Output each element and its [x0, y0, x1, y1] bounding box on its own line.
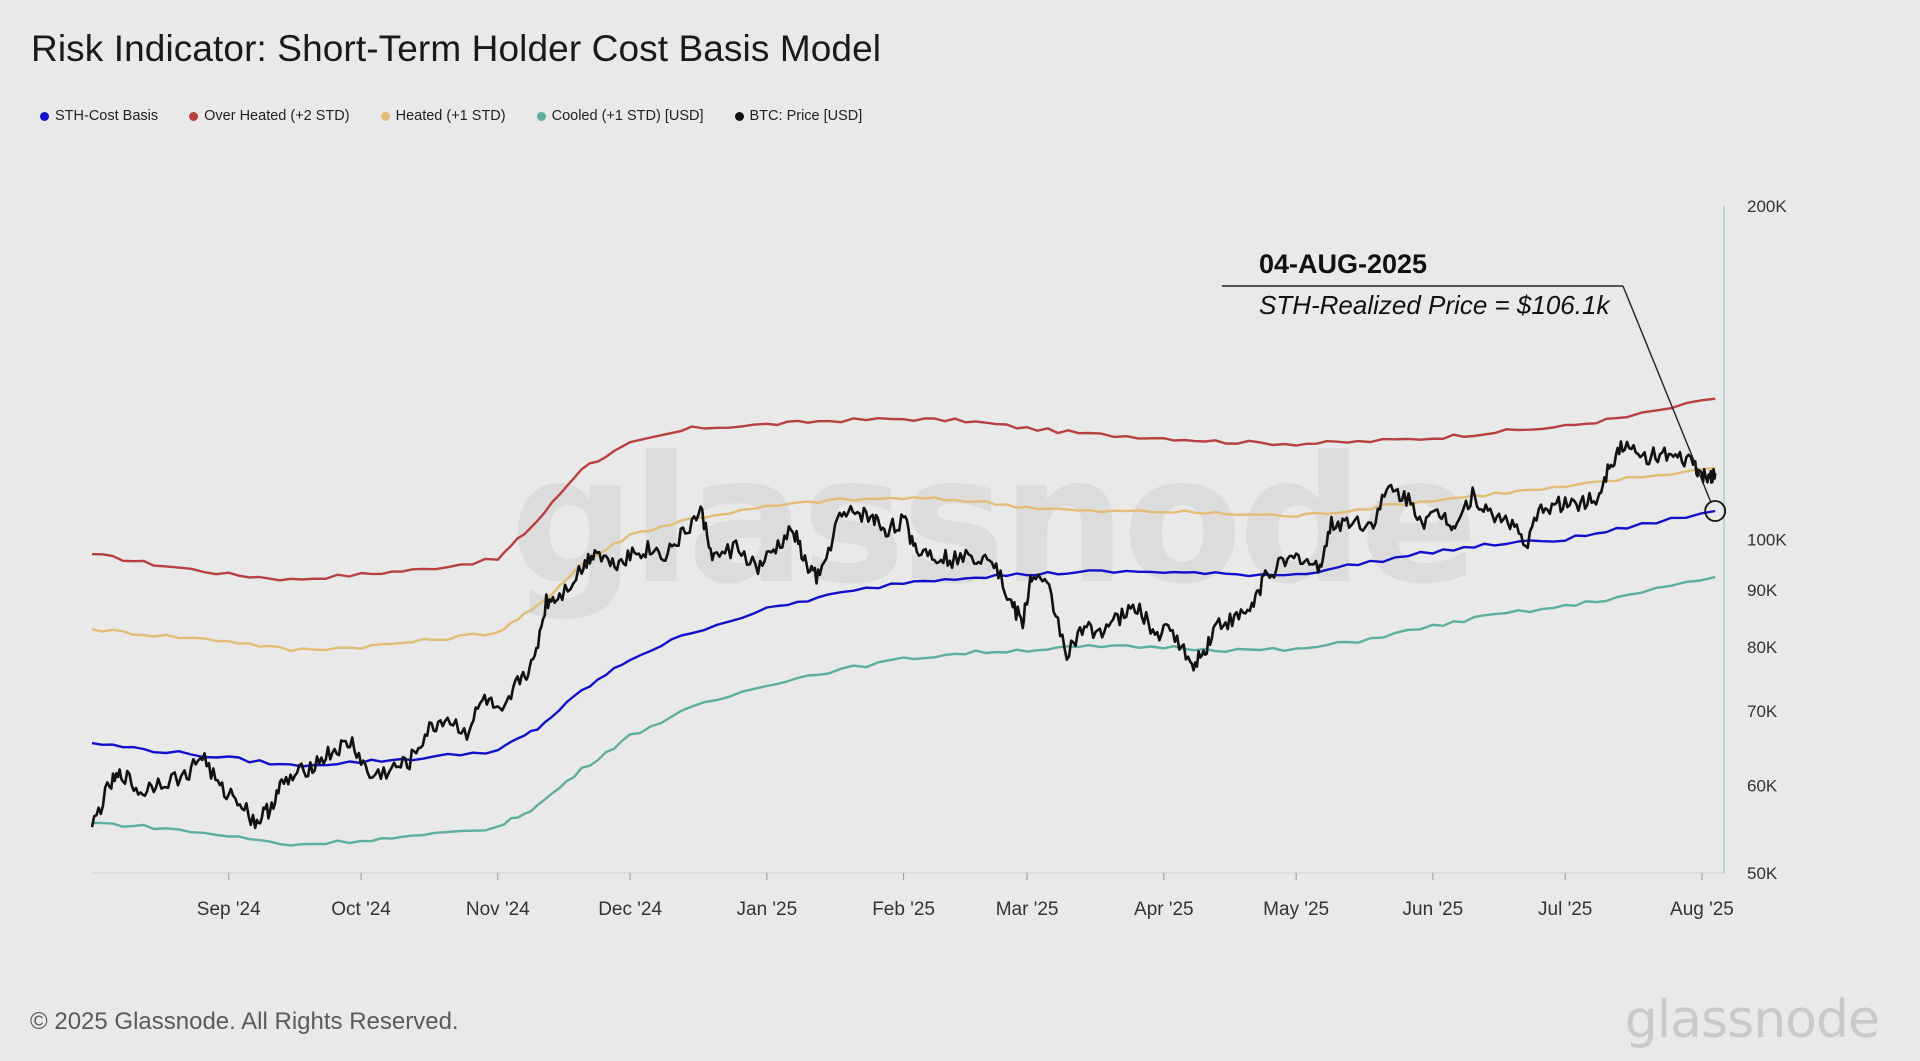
- annotation-text: STH-Realized Price = $106.1k: [1259, 290, 1611, 320]
- legend-item-btc-price[interactable]: BTC: Price [USD]: [734, 108, 863, 124]
- x-tick-label: Jan '25: [737, 899, 798, 920]
- copyright-footer: © 2025 Glassnode. All Rights Reserved.: [30, 1008, 459, 1035]
- x-tick-label: Apr '25: [1134, 899, 1194, 920]
- x-tick-label: Jun '25: [1403, 899, 1464, 920]
- series-line-3: [91, 575, 1716, 847]
- chart-annotation: 04-AUG-2025 STH-Realized Price = $106.1k: [1222, 249, 1727, 522]
- series-line-0: [91, 397, 1716, 582]
- x-tick-label: Feb '25: [872, 899, 935, 920]
- y-tick-label: 100K: [1747, 531, 1787, 550]
- annotation-leader-line: [1622, 285, 1712, 504]
- chart-axes: Sep '24 Oct '24 Nov '24 Dec '24 Jan '25 Feb '…: [92, 197, 1787, 920]
- legend-label: STH-Cost Basis: [55, 108, 159, 124]
- x-tick-label: Dec '24: [598, 899, 662, 920]
- legend-dot: [40, 111, 49, 121]
- y-tick-label: 90K: [1747, 581, 1778, 600]
- series-line-2: [91, 509, 1716, 768]
- x-tick-label: Aug '25: [1670, 899, 1734, 920]
- legend-item-sth-cost-basis[interactable]: STH-Cost Basis: [40, 108, 158, 124]
- x-tick-label: Sep '24: [197, 899, 261, 920]
- legend-item-over-heated[interactable]: Over Heated (+2 STD): [189, 108, 350, 124]
- y-tick-label: 50K: [1747, 864, 1778, 883]
- x-tick-label: Jul '25: [1538, 899, 1592, 920]
- chart-series: [90, 397, 1717, 847]
- legend-label: BTC: Price [USD]: [749, 108, 863, 124]
- chart-legend: STH-Cost Basis Over Heated (+2 STD) Heat…: [40, 108, 893, 124]
- legend-item-heated[interactable]: Heated (+1 STD): [380, 108, 506, 124]
- legend-label: Heated (+1 STD): [395, 108, 506, 124]
- y-tick-label: 80K: [1747, 638, 1778, 657]
- legend-item-cooled[interactable]: Cooled (+1 STD) [USD]: [536, 108, 704, 124]
- annotation-date: 04-AUG-2025: [1259, 249, 1427, 279]
- y-tick-label: 70K: [1747, 702, 1778, 721]
- chart-title: Risk Indicator: Short-Term Holder Cost B…: [31, 28, 882, 69]
- x-tick-label: Oct '24: [331, 899, 391, 920]
- legend-label: Cooled (+1 STD) [USD]: [551, 108, 704, 124]
- brand-logo: glassnode: [1624, 990, 1880, 1050]
- legend-dot: [536, 111, 546, 121]
- x-tick-label: Mar '25: [996, 899, 1059, 920]
- series-line-1: [91, 466, 1716, 652]
- x-tick-label: Nov '24: [466, 899, 530, 920]
- x-tick-label: May '25: [1263, 899, 1329, 920]
- legend-label: Over Heated (+2 STD): [204, 108, 350, 124]
- y-tick-label: 60K: [1747, 776, 1778, 795]
- annotation-marker: [1704, 500, 1727, 522]
- legend-dot: [189, 111, 199, 121]
- y-tick-label: 200K: [1747, 197, 1787, 216]
- legend-dot: [380, 111, 390, 121]
- legend-dot: [734, 111, 744, 121]
- series-line-4: [90, 440, 1717, 830]
